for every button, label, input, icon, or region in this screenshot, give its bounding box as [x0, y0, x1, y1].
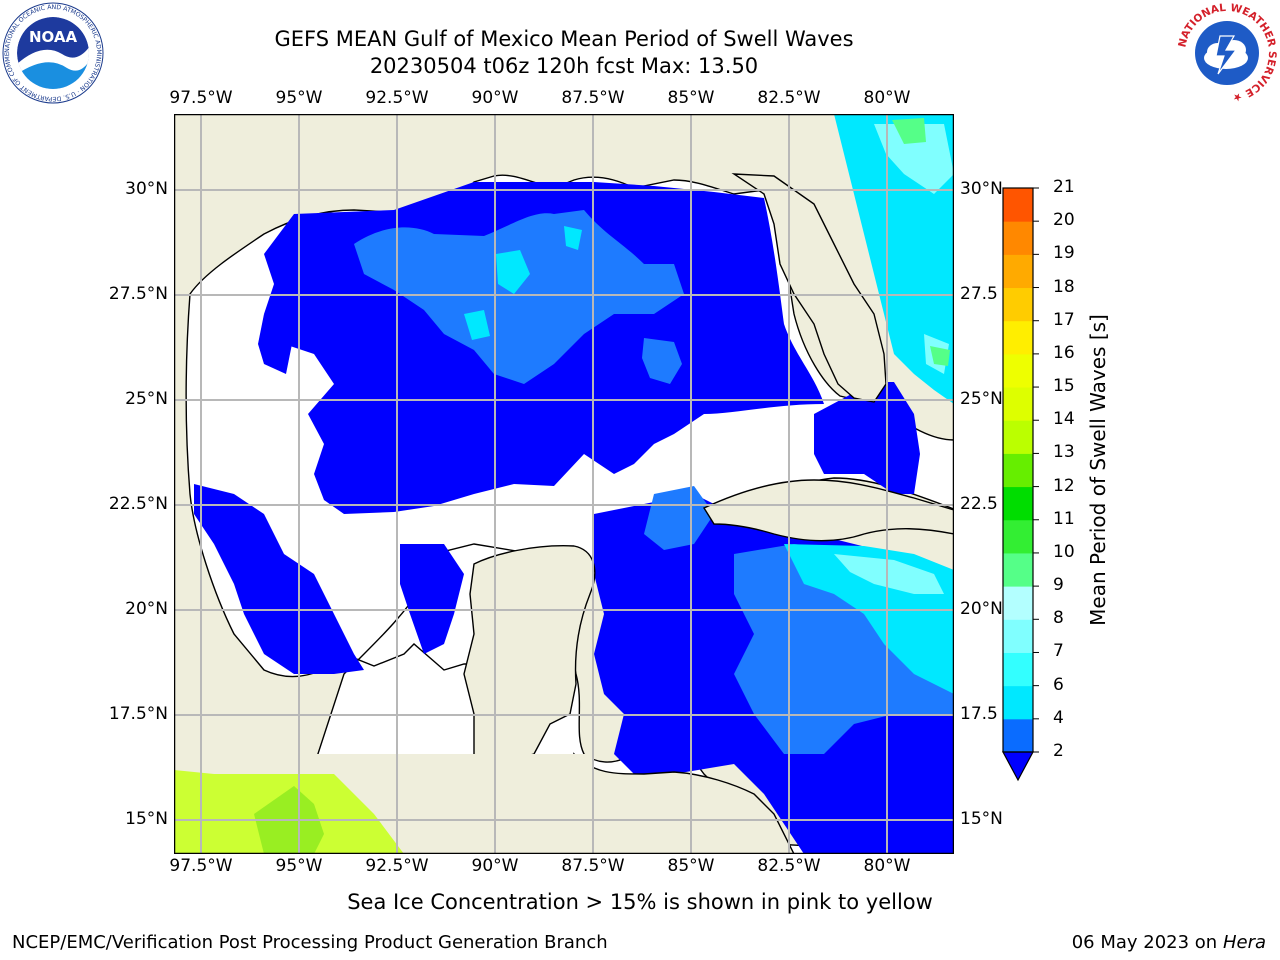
- colorbar-tick-label: 16: [1053, 342, 1075, 363]
- lon-tick-label: 87.5°W: [561, 88, 625, 108]
- sea-ice-note: Sea Ice Concentration > 15% is shown in …: [347, 890, 933, 914]
- lat-tick-label-left: 17.5°N: [108, 704, 168, 724]
- colorbar-band: [1003, 420, 1033, 454]
- colorbar-tick-label: 15: [1053, 376, 1075, 397]
- host-name: Hera: [1222, 932, 1266, 953]
- lat-tick-label-right: 20°N: [960, 599, 1003, 619]
- lon-tick-label: 82.5°W: [757, 856, 821, 876]
- lon-tick-label: 85°W: [667, 856, 715, 876]
- gulf-of-mexico-map: [174, 114, 954, 854]
- lat-tick-label-left: 25°N: [125, 389, 168, 409]
- credit-text: NCEP/EMC/Verification Post Processing Pr…: [12, 932, 608, 953]
- map-subtitle: 20230504 t06z 120h fcst Max: 13.50: [369, 54, 759, 78]
- colorbar-title: Mean Period of Swell Waves [s]: [1086, 314, 1110, 626]
- lon-tick-label: 95°W: [275, 856, 323, 876]
- lat-tick-label-right: 15°N: [960, 809, 1003, 829]
- colorbar-tick-label: 18: [1053, 276, 1075, 297]
- lat-tick-label-left: 22.5°N: [108, 494, 168, 514]
- colorbar-band: [1003, 353, 1033, 388]
- colorbar-band: [1003, 586, 1033, 620]
- colorbar-band: [1003, 519, 1033, 554]
- lon-tick-label: 95°W: [275, 88, 323, 108]
- colorbar-tick-label: 4: [1053, 707, 1064, 728]
- map-title: GEFS MEAN Gulf of Mexico Mean Period of …: [274, 27, 854, 51]
- lat-tick-label-right: 25°N: [960, 389, 1003, 409]
- map-frame: [174, 114, 954, 854]
- colorbar-outline: [1002, 187, 1034, 753]
- swell-region-west: [194, 484, 364, 674]
- lat-tick-label-left: 15°N: [125, 809, 168, 829]
- lon-tick-label: 80°W: [863, 88, 911, 108]
- lat-tick-label-right: 27.5: [960, 284, 998, 304]
- colorbar-tick-label: 2: [1053, 741, 1064, 761]
- nws-logo: NATIONAL WEATHER SERVICE ★: [1176, 2, 1278, 104]
- map-gridlines: [174, 114, 954, 854]
- colorbar-band: [1003, 718, 1033, 753]
- lon-tick-label: 97.5°W: [169, 856, 233, 876]
- lon-tick-label: 80°W: [863, 856, 911, 876]
- lon-tick-label: 97.5°W: [169, 88, 233, 108]
- lon-tick-label: 85°W: [667, 88, 715, 108]
- colorbar-band: [1003, 188, 1033, 222]
- colorbar-band: [1003, 221, 1033, 255]
- colorbar-tick-label: 13: [1053, 442, 1075, 463]
- colorbar-tick-label: 21: [1053, 177, 1075, 197]
- colorbar-tick-label: 8: [1053, 608, 1064, 629]
- colorbar-tick-label: 9: [1053, 575, 1064, 596]
- colorbar-band: [1003, 387, 1033, 421]
- date-value: 06 May 2023 on: [1071, 932, 1218, 953]
- swell-region-west-2: [400, 544, 464, 654]
- colorbar-tick-label: 19: [1053, 243, 1075, 264]
- colorbar-under-extension: [1001, 751, 1035, 782]
- lon-tick-label: 92.5°W: [365, 856, 429, 876]
- lat-tick-label-left: 20°N: [125, 599, 168, 619]
- colorbar-tick-label: 6: [1053, 674, 1064, 695]
- colorbar-tick-label: 20: [1053, 210, 1075, 231]
- colorbar-band: [1003, 486, 1033, 521]
- colorbar-band: [1003, 619, 1033, 653]
- colorbar-tick-label: 17: [1053, 309, 1075, 330]
- lon-tick-label: 90°W: [471, 88, 519, 108]
- swell-region-cyan-north: [464, 226, 582, 340]
- colorbar-band: [1003, 552, 1033, 587]
- lat-tick-label-right: 30°N: [960, 179, 1003, 199]
- colorbar-bands: [1001, 187, 1039, 782]
- colorbar-tick-label: 14: [1053, 409, 1075, 430]
- colorbar-tick-label: 12: [1053, 475, 1075, 496]
- lon-tick-label: 82.5°W: [757, 88, 821, 108]
- cuba-land: [702, 479, 954, 542]
- yucatan-land: [463, 545, 596, 776]
- noaa-logo: NATIONAL OCEANIC AND ATMOSPHERIC ADMINIS…: [2, 2, 104, 104]
- swell-region-light-north-2: [642, 338, 682, 384]
- noaa-logo-text: NOAA: [29, 28, 78, 46]
- colorbar-tick-label: 10: [1053, 541, 1075, 562]
- swell-region-gulf-light-south: [644, 486, 714, 550]
- colorbar-band: [1003, 685, 1033, 720]
- central-america-land: [573, 752, 795, 854]
- lon-tick-label: 87.5°W: [561, 856, 625, 876]
- colorbar-band: [1003, 453, 1033, 488]
- swell-region-caribbean-light-cyan: [834, 554, 944, 594]
- colorbar-tick-label: 7: [1053, 641, 1064, 662]
- swell-region-atlantic-light: [874, 124, 954, 374]
- colorbar-band: [1003, 254, 1033, 289]
- swell-region-straits: [814, 382, 920, 494]
- lat-tick-label-left: 30°N: [125, 179, 168, 199]
- swell-region-light-north: [354, 210, 684, 384]
- colorbar-tick-label: 11: [1053, 508, 1075, 529]
- colorbar: [1001, 187, 1039, 782]
- colorbar-band: [1003, 287, 1033, 322]
- lon-tick-label: 90°W: [471, 856, 519, 876]
- lat-tick-label-left: 27.5°N: [108, 284, 168, 304]
- date-text: 06 May 2023 on Hera: [1072, 932, 1266, 953]
- colorbar-band: [1003, 320, 1033, 355]
- lon-tick-label: 92.5°W: [365, 88, 429, 108]
- colorbar-band: [1003, 652, 1033, 687]
- lat-tick-label-right: 17.5: [960, 704, 998, 724]
- lat-tick-label-right: 22.5: [960, 494, 998, 514]
- swell-region-west-3: [258, 314, 294, 374]
